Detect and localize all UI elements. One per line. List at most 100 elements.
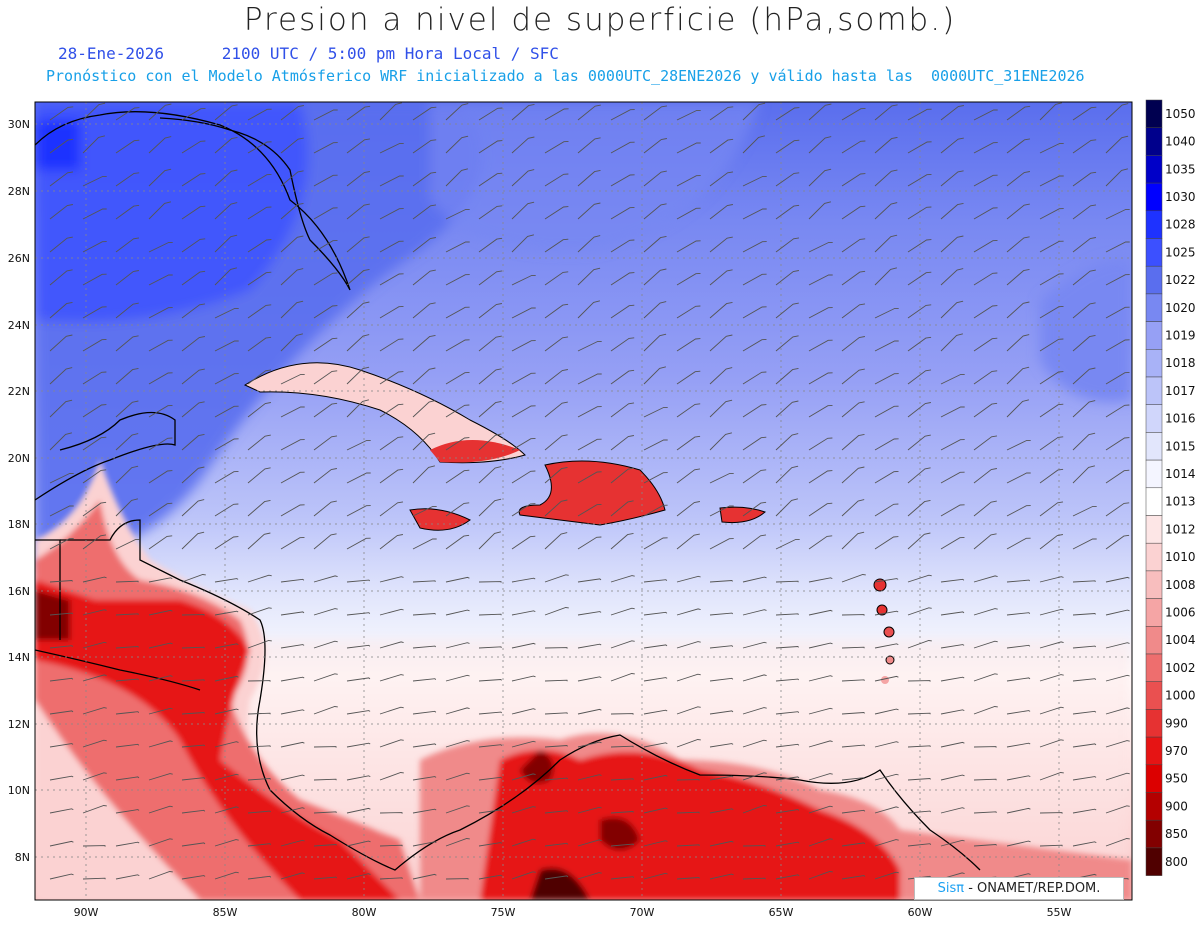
wind-barb bbox=[808, 707, 833, 715]
wind-barb bbox=[511, 806, 536, 814]
wind-barb bbox=[973, 844, 997, 847]
wind-barb bbox=[907, 434, 931, 451]
wind-barb bbox=[181, 401, 205, 418]
wind-barb bbox=[214, 839, 239, 847]
wind-barb bbox=[709, 367, 733, 385]
wind-barb bbox=[214, 405, 239, 418]
legend-label: 1000 bbox=[1165, 689, 1196, 703]
wind-barb bbox=[1072, 204, 1097, 220]
wind-barb bbox=[874, 503, 899, 517]
wind-barb bbox=[874, 104, 898, 121]
wind-barb bbox=[379, 468, 404, 484]
wind-barb bbox=[181, 499, 205, 517]
legend-swatch bbox=[1145, 792, 1163, 821]
legend-swatch bbox=[1145, 847, 1163, 876]
wind-barb bbox=[346, 334, 370, 352]
wind-barb bbox=[1105, 437, 1130, 451]
wind-barb bbox=[346, 301, 370, 319]
wind-barb bbox=[313, 533, 337, 550]
wind-barb bbox=[280, 235, 304, 253]
wind-barb bbox=[676, 641, 701, 649]
wind-barb bbox=[544, 745, 568, 748]
wind-barb bbox=[379, 674, 404, 682]
wind-barb bbox=[445, 103, 469, 121]
wind-barb bbox=[346, 677, 371, 682]
wind-barb bbox=[775, 538, 800, 550]
wind-barb bbox=[313, 142, 338, 154]
lat-label: 14N bbox=[8, 651, 30, 664]
wind-barb bbox=[841, 614, 865, 616]
wind-barb bbox=[49, 580, 73, 583]
wind-barb bbox=[115, 335, 139, 352]
wind-barb bbox=[808, 675, 833, 682]
wind-barb bbox=[676, 370, 701, 385]
wind-barb bbox=[445, 805, 470, 814]
wind-barb bbox=[247, 875, 272, 880]
wind-barb bbox=[148, 805, 173, 814]
credit-text: - ONAMET/REP.DOM. bbox=[964, 881, 1101, 896]
wind-barb bbox=[511, 136, 535, 154]
wind-barb bbox=[643, 268, 667, 286]
wind-barb bbox=[1039, 102, 1063, 121]
lat-label: 18N bbox=[8, 518, 30, 531]
legend-swatch bbox=[1145, 819, 1163, 849]
wind-barb bbox=[1105, 502, 1130, 517]
wind-barb bbox=[49, 645, 74, 649]
wind-barb bbox=[742, 469, 767, 484]
wind-barb bbox=[346, 873, 371, 880]
wind-barb bbox=[115, 776, 140, 781]
wind-barb bbox=[1006, 236, 1030, 253]
wind-barb bbox=[808, 642, 833, 649]
wind-barb bbox=[907, 532, 931, 550]
island-cuba bbox=[243, 362, 526, 464]
wind-barb bbox=[1072, 269, 1096, 286]
wind-barb bbox=[610, 811, 634, 814]
wind-barb bbox=[841, 531, 865, 550]
wind-barb bbox=[1072, 505, 1097, 517]
wind-barb bbox=[148, 707, 173, 715]
wind-barb bbox=[181, 270, 206, 286]
wind-barb bbox=[676, 706, 701, 715]
legend-label: 1004 bbox=[1165, 633, 1196, 647]
wind-barb bbox=[907, 745, 931, 748]
wind-barb bbox=[577, 708, 602, 715]
wind-barb bbox=[82, 135, 106, 154]
legend-swatch bbox=[1145, 238, 1163, 267]
wind-barb bbox=[775, 270, 799, 286]
wind-barb bbox=[148, 437, 173, 451]
legend-label: 1006 bbox=[1165, 605, 1196, 619]
wind-barb bbox=[412, 302, 436, 319]
wind-barb bbox=[841, 744, 866, 748]
wind-barb bbox=[544, 466, 568, 484]
wind-barb bbox=[346, 579, 371, 583]
wind-barb bbox=[709, 775, 734, 781]
wind-barb bbox=[1072, 465, 1096, 484]
wind-barb bbox=[577, 406, 602, 418]
wind-barb bbox=[973, 174, 998, 187]
wind-barb bbox=[379, 102, 403, 121]
wind-barb bbox=[214, 643, 239, 649]
wind-barb bbox=[1072, 400, 1096, 418]
wind-barb bbox=[115, 270, 139, 286]
wind-barb bbox=[907, 369, 932, 385]
wind-barb bbox=[709, 432, 733, 451]
wind-barb bbox=[280, 611, 305, 616]
wind-barb bbox=[115, 139, 140, 154]
wind-barb bbox=[445, 502, 470, 517]
legend-label: 1017 bbox=[1165, 384, 1196, 398]
wind-barb bbox=[709, 505, 734, 517]
legend-label: 1025 bbox=[1165, 245, 1196, 259]
wind-barb bbox=[82, 306, 107, 319]
wind-barb bbox=[214, 438, 239, 451]
wind-barb bbox=[379, 240, 404, 253]
wind-barb bbox=[676, 575, 701, 583]
wind-barb bbox=[907, 712, 931, 715]
wind-barb bbox=[907, 778, 931, 781]
wind-barb bbox=[412, 710, 437, 715]
wind-barb bbox=[1105, 609, 1130, 616]
wind-barb bbox=[412, 106, 437, 121]
wind-barb bbox=[643, 504, 668, 517]
wind-barb bbox=[214, 234, 238, 253]
wind-barb bbox=[478, 107, 503, 121]
wind-barb bbox=[577, 471, 602, 484]
